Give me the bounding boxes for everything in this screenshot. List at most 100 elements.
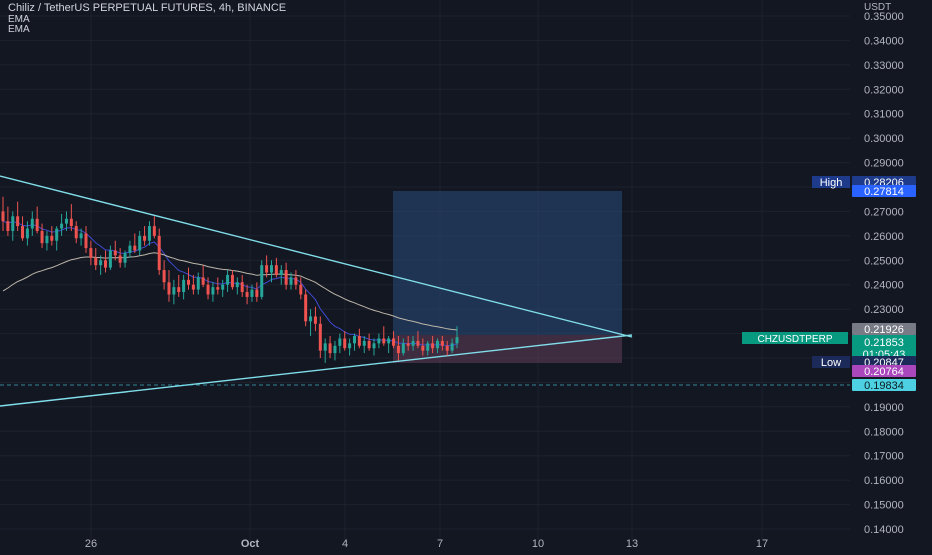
target-zone[interactable] bbox=[393, 191, 622, 335]
candle[interactable] bbox=[250, 289, 254, 297]
candle[interactable] bbox=[235, 282, 239, 288]
upper-price-tag[interactable]: 0.21926 bbox=[852, 323, 916, 336]
candle[interactable] bbox=[309, 316, 313, 322]
candle[interactable] bbox=[333, 345, 337, 354]
candle[interactable] bbox=[16, 216, 20, 227]
candle[interactable] bbox=[230, 274, 234, 288]
candle[interactable] bbox=[99, 260, 103, 266]
candle[interactable] bbox=[89, 248, 93, 258]
candle[interactable] bbox=[6, 221, 10, 231]
ema-fast-line[interactable] bbox=[2, 220, 458, 347]
candle[interactable] bbox=[421, 345, 425, 351]
indicator-ema-2[interactable]: EMA bbox=[8, 24, 30, 35]
candle[interactable] bbox=[157, 235, 161, 271]
candle[interactable] bbox=[401, 343, 405, 354]
candle[interactable] bbox=[196, 277, 200, 290]
support-level-tag[interactable]: 0.19834 bbox=[852, 379, 916, 392]
candle[interactable] bbox=[30, 218, 34, 229]
candle[interactable] bbox=[323, 343, 327, 351]
candle[interactable] bbox=[216, 287, 220, 290]
candle[interactable] bbox=[343, 338, 347, 349]
candle[interactable] bbox=[265, 265, 269, 273]
candle[interactable] bbox=[445, 345, 449, 351]
lower-trendline[interactable] bbox=[0, 334, 633, 407]
candle[interactable] bbox=[328, 343, 332, 354]
candle[interactable] bbox=[138, 235, 142, 251]
candle[interactable] bbox=[64, 218, 68, 224]
candle[interactable] bbox=[304, 294, 308, 322]
high-secondary-tag[interactable]: 0.27814 bbox=[852, 185, 916, 198]
symbol-label[interactable]: CHZUSDTPERP bbox=[742, 332, 848, 345]
candle[interactable] bbox=[406, 343, 410, 346]
ema-slow-line[interactable] bbox=[2, 252, 458, 331]
candle[interactable] bbox=[21, 226, 25, 239]
candle[interactable] bbox=[206, 284, 210, 295]
time-axis[interactable]: 26 Oct 4 7 10 13 17 bbox=[85, 538, 768, 550]
candle[interactable] bbox=[255, 289, 259, 297]
candle[interactable] bbox=[162, 270, 166, 283]
candle[interactable] bbox=[274, 265, 278, 275]
candle[interactable] bbox=[411, 340, 415, 346]
candle[interactable] bbox=[1, 211, 5, 222]
high-label[interactable]: High bbox=[812, 176, 850, 189]
candle[interactable] bbox=[128, 245, 132, 253]
candle[interactable] bbox=[191, 284, 195, 290]
candle[interactable] bbox=[279, 270, 283, 275]
candle[interactable] bbox=[455, 337, 459, 344]
candle[interactable] bbox=[177, 287, 181, 293]
candle[interactable] bbox=[45, 235, 49, 244]
indicator-ema-1[interactable]: EMA bbox=[8, 14, 30, 25]
candle[interactable] bbox=[50, 235, 54, 241]
candle[interactable] bbox=[289, 277, 293, 285]
candle[interactable] bbox=[69, 218, 73, 227]
candle[interactable] bbox=[396, 345, 400, 354]
candle[interactable] bbox=[362, 340, 366, 346]
candle[interactable] bbox=[94, 257, 98, 266]
candle[interactable] bbox=[318, 323, 322, 351]
candle[interactable] bbox=[240, 282, 244, 293]
candle[interactable] bbox=[167, 282, 171, 295]
candle[interactable] bbox=[104, 260, 108, 268]
low-secondary-tag[interactable]: 0.20764 bbox=[852, 365, 916, 378]
candle[interactable] bbox=[392, 338, 396, 346]
candle[interactable] bbox=[152, 226, 156, 236]
candle[interactable] bbox=[284, 270, 288, 285]
candle[interactable] bbox=[294, 277, 298, 285]
candle[interactable] bbox=[123, 252, 127, 263]
candle[interactable] bbox=[299, 284, 303, 295]
candle[interactable] bbox=[84, 233, 88, 249]
candle[interactable] bbox=[79, 233, 83, 239]
candle[interactable] bbox=[226, 274, 230, 285]
candle[interactable] bbox=[35, 218, 39, 231]
candle[interactable] bbox=[74, 226, 78, 239]
candle[interactable] bbox=[431, 343, 435, 349]
candle[interactable] bbox=[435, 340, 439, 349]
candle[interactable] bbox=[40, 230, 44, 244]
upper-trendline[interactable] bbox=[0, 175, 633, 338]
candle[interactable] bbox=[113, 250, 117, 256]
candle[interactable] bbox=[118, 255, 122, 263]
candle[interactable] bbox=[338, 338, 342, 346]
candle[interactable] bbox=[450, 343, 454, 351]
candle[interactable] bbox=[11, 216, 15, 231]
candle[interactable] bbox=[147, 226, 151, 241]
candle[interactable] bbox=[269, 265, 273, 273]
candle[interactable] bbox=[245, 292, 249, 297]
candle[interactable] bbox=[133, 245, 137, 251]
candle[interactable] bbox=[357, 336, 361, 346]
candle[interactable] bbox=[372, 343, 376, 349]
candle[interactable] bbox=[143, 235, 147, 241]
candle[interactable] bbox=[55, 228, 59, 241]
candle[interactable] bbox=[440, 340, 444, 346]
candle[interactable] bbox=[348, 343, 352, 349]
candle[interactable] bbox=[201, 277, 205, 285]
low-label[interactable]: Low bbox=[812, 356, 850, 369]
candle[interactable] bbox=[377, 338, 381, 344]
candle[interactable] bbox=[416, 340, 420, 346]
candle[interactable] bbox=[182, 279, 186, 293]
candle[interactable] bbox=[352, 336, 356, 344]
candle[interactable] bbox=[108, 250, 112, 268]
candle[interactable] bbox=[60, 223, 64, 229]
